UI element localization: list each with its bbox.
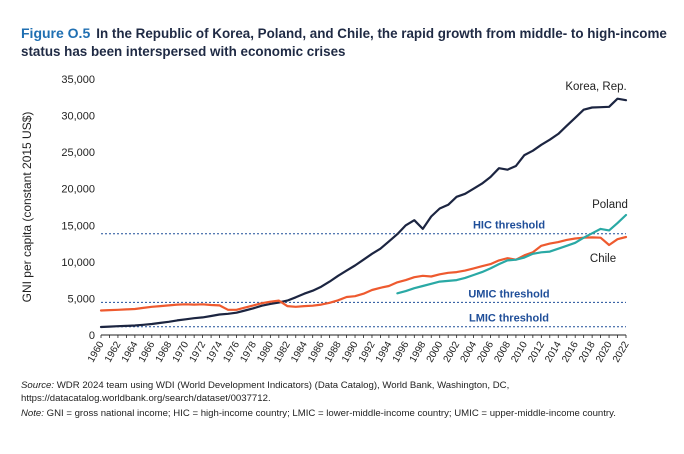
note-text: GNI = gross national income; HIC = high-… (46, 408, 616, 419)
y-tick-label: 5,000 (67, 293, 95, 305)
source-note: Source: WDR 2024 team using WDI (World D… (21, 379, 666, 405)
threshold-label: HIC threshold (473, 220, 545, 232)
note-label: Note: (21, 408, 44, 419)
x-tick-label: 1972 (188, 339, 209, 364)
x-tick-label: 2002 (442, 339, 463, 364)
x-tick-label: 1986 (306, 339, 327, 364)
x-tick-label: 1988 (323, 339, 344, 364)
threshold-lines: HIC threshold UMIC threshold LMIC threshol… (101, 220, 626, 328)
source-text: WDR 2024 team using WDI (World Developme… (21, 380, 510, 404)
y-tick-label: 0 (89, 330, 95, 342)
x-tick-label: 2012 (526, 339, 547, 364)
x-tick-label: 1970 (171, 339, 192, 364)
x-tick-label: 1990 (340, 339, 361, 364)
x-tick-label: 1978 (238, 339, 259, 364)
x-tick-label: 2022 (611, 339, 632, 364)
x-tick-label: 1992 (357, 339, 378, 364)
threshold-label: LMIC threshold (469, 313, 549, 325)
x-axis-ticks: 1960196219641966196819701972197419761978… (86, 335, 632, 365)
y-tick-label: 10,000 (61, 257, 95, 269)
threshold-label: UMIC threshold (468, 288, 549, 300)
y-tick-label: 30,000 (61, 111, 95, 123)
x-tick-label: 1968 (154, 339, 175, 364)
x-tick-label: 2006 (475, 339, 496, 364)
series-label: Korea, Rep. (565, 81, 626, 93)
figure-title: Figure O.5 In the Republic of Korea, Pola… (21, 24, 671, 61)
y-tick-label: 15,000 (61, 220, 95, 232)
series-line (99, 97, 628, 329)
figure-label: Figure O.5 (21, 25, 91, 41)
source-label: Source: (21, 380, 55, 391)
y-tick-label: 25,000 (61, 147, 95, 159)
x-tick-label: 1966 (137, 339, 158, 364)
x-tick-label: 2004 (459, 339, 480, 364)
x-tick-label: 2008 (492, 339, 513, 364)
x-tick-label: 2018 (577, 339, 598, 364)
x-tick-label: 1976 (221, 339, 242, 364)
series-line (99, 235, 628, 312)
x-tick-label: 2014 (543, 339, 564, 364)
series-label: Chile (590, 253, 616, 265)
x-tick-label: 1984 (289, 339, 310, 364)
x-tick-label: 1996 (391, 339, 412, 364)
x-tick-label: 1962 (103, 339, 124, 364)
line-chart: 0 5,000 10,000 15,000 20,000 25,000 30,000 35,0… (20, 74, 632, 365)
x-tick-label: 1994 (374, 339, 395, 364)
figure-title-text: In the Republic of Korea, Poland, and Ch… (21, 26, 667, 59)
x-tick-label: 1980 (255, 339, 276, 364)
x-tick-label: 1998 (408, 339, 429, 364)
x-tick-label: 1974 (205, 339, 226, 364)
footnotes: Source: WDR 2024 team using WDI (World D… (21, 379, 666, 422)
series-label: Poland (592, 199, 628, 211)
series-labels: Korea, Rep. Chile Poland (565, 81, 628, 265)
y-axis-label: GNI per capita (constant 2015 US$) (20, 112, 34, 303)
x-tick-label: 2010 (509, 339, 530, 364)
x-tick-label: 2000 (425, 339, 446, 364)
y-tick-label: 20,000 (61, 184, 95, 196)
abbreviation-note: Note: GNI = gross national income; HIC =… (21, 407, 666, 420)
x-tick-label: 1982 (272, 339, 293, 364)
x-tick-label: 1964 (120, 339, 141, 364)
series-lines (99, 97, 628, 329)
x-tick-label: 2016 (560, 339, 581, 364)
x-tick-label: 1960 (86, 339, 107, 364)
series-line (396, 213, 628, 295)
y-tick-label: 35,000 (61, 74, 95, 86)
x-tick-label: 2020 (594, 339, 615, 364)
y-axis-ticks: 0 5,000 10,000 15,000 20,000 25,000 30,000 35,0… (61, 74, 626, 342)
